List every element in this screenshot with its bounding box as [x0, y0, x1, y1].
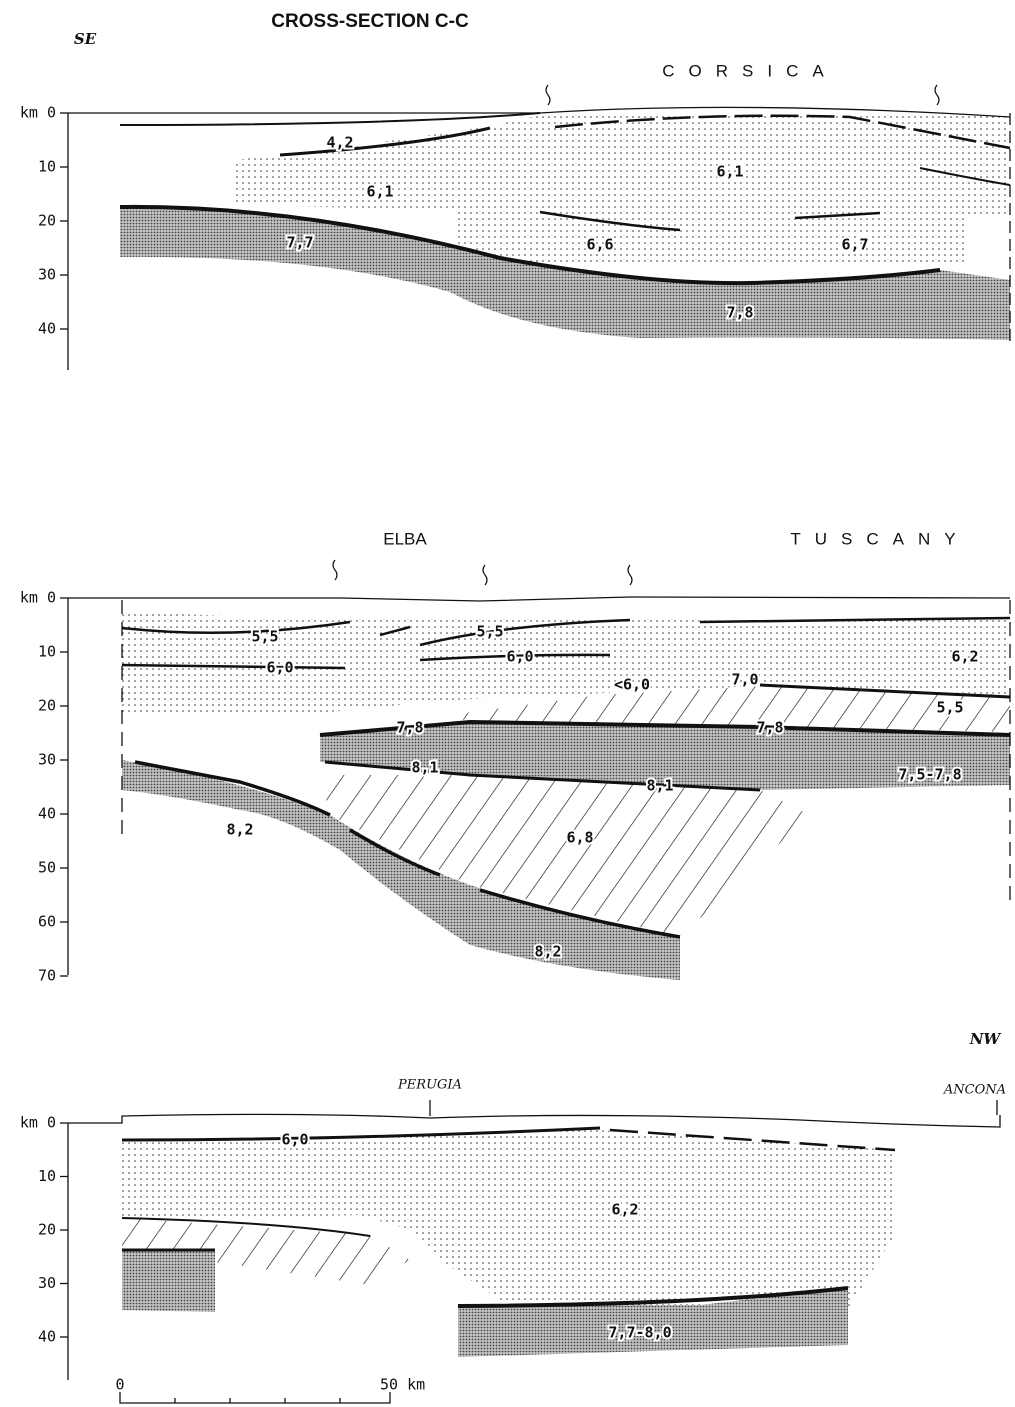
depth-label: 10 — [38, 1167, 56, 1185]
title: CROSS-SECTION C-C — [271, 11, 469, 32]
velocity-label: 7,8 — [396, 719, 423, 737]
velocity-label: 6,0 — [281, 1131, 308, 1149]
depth-label: 30 — [38, 266, 56, 284]
depth-label: 30 — [38, 1274, 56, 1292]
velocity-label: 6,1 — [716, 163, 743, 181]
velocity-label: 4,2 — [326, 134, 353, 152]
velocity-label: 6,0 — [506, 648, 533, 666]
depth-label: 20 — [38, 212, 56, 230]
depth-label: km 0 — [20, 589, 56, 607]
depth-label: 30 — [38, 751, 56, 769]
depth-label: 40 — [38, 1328, 56, 1346]
velocity-label: 6,2 — [611, 1201, 638, 1219]
place-label: TUSCANY — [790, 529, 969, 548]
panel: ELBA TUSCANY 5,5 5,5 6,0 6,0 <6,0 7,0 6,… — [68, 529, 1010, 980]
velocity-label: 6,2 — [951, 648, 978, 666]
velocity-label: <6,0 — [614, 676, 650, 694]
scale-label: 0 — [115, 1376, 124, 1394]
depth-label: 40 — [38, 805, 56, 823]
velocity-label: 7,5-7,8 — [898, 766, 961, 784]
depth-label: 40 — [38, 320, 56, 338]
place-label: ANCONA — [943, 1083, 1006, 1098]
velocity-label: 7,8 — [756, 719, 783, 737]
velocity-label: 8,2 — [534, 943, 561, 961]
velocity-label: 5,5 — [936, 699, 963, 717]
panel: CORSICA 4,2 6,1 6,1 7,7 6,6 6,7 7,8 — [68, 61, 1010, 345]
velocity-label: 6,1 — [366, 183, 393, 201]
place-label: CORSICA — [662, 61, 837, 80]
depth-label: 60 — [38, 913, 56, 931]
depth-label: km 0 — [20, 104, 56, 122]
direction: SE — [74, 30, 97, 48]
depth-label: 50 — [38, 859, 56, 877]
velocity-label: 6,0 — [266, 659, 293, 677]
velocity-label: 5,5 — [476, 623, 503, 641]
place-label: ELBA — [383, 529, 427, 548]
velocity-label: 8,2 — [226, 821, 253, 839]
velocity-label: 6,8 — [566, 829, 593, 847]
velocity-label: 6,7 — [841, 236, 868, 254]
place-label: PERUGIA — [397, 1078, 462, 1093]
velocity-label: 5,5 — [251, 628, 278, 646]
velocity-label: 8,1 — [411, 759, 438, 777]
depth-label: 70 — [38, 967, 56, 985]
scale-bar: 0 50 km — [115, 1376, 425, 1404]
depth-label: 10 — [38, 643, 56, 661]
depth-label: 20 — [38, 1221, 56, 1239]
direction: NW — [969, 1030, 1003, 1048]
velocity-label: 7,0 — [731, 671, 758, 689]
depth-label: 10 — [38, 158, 56, 176]
velocity-label: 7,7 — [286, 234, 313, 252]
velocity-label: 7,7-8,0 — [608, 1324, 671, 1342]
scale-label: 50 km — [380, 1376, 425, 1394]
velocity-label: 6,6 — [586, 236, 613, 254]
depth-label: km 0 — [20, 1114, 56, 1132]
velocity-label: 7,8 — [726, 304, 753, 322]
velocity-label: 8,1 — [646, 777, 673, 795]
cross-section: CROSS-SECTION C-C SE NW CORSICA 4,2 6,1 … — [0, 0, 1015, 1407]
panel: PERUGIA ANCONA 6,0 6,2 7,7-8,0 — [68, 1078, 1006, 1358]
depth-label: 20 — [38, 697, 56, 715]
